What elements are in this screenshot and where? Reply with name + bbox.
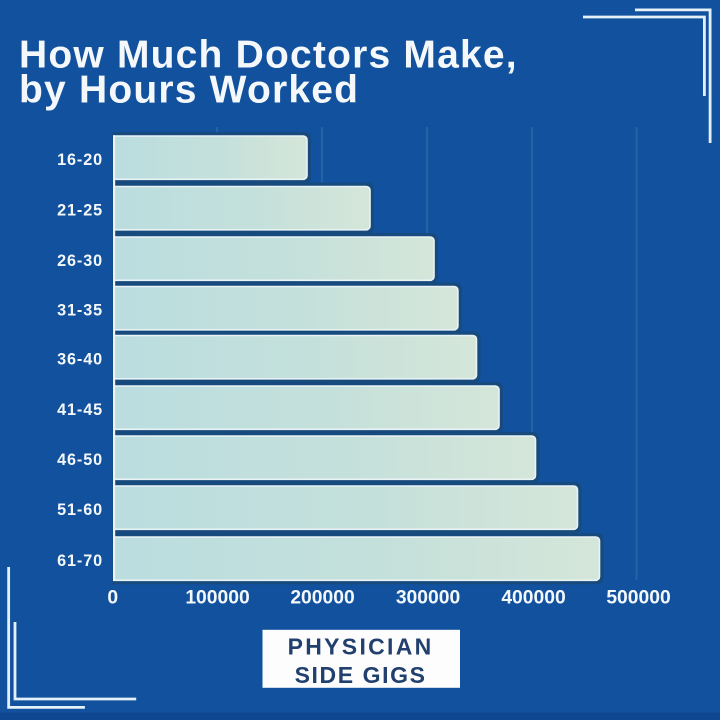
svg-text:SIDE GIGS: SIDE GIGS <box>295 662 427 688</box>
svg-text:500000: 500000 <box>606 588 670 609</box>
svg-text:by Hours Worked: by Hours Worked <box>19 69 359 112</box>
svg-text:36-40: 36-40 <box>57 351 103 369</box>
svg-text:46-50: 46-50 <box>57 451 103 469</box>
svg-text:41-45: 41-45 <box>57 401 103 419</box>
svg-text:31-35: 31-35 <box>57 302 103 320</box>
svg-text:51-60: 51-60 <box>57 501 103 519</box>
svg-text:61-70: 61-70 <box>57 552 103 570</box>
svg-text:0: 0 <box>107 588 118 609</box>
svg-text:16-20: 16-20 <box>57 151 103 169</box>
svg-text:26-30: 26-30 <box>57 252 103 270</box>
svg-text:200000: 200000 <box>290 588 354 609</box>
svg-text:300000: 300000 <box>396 588 460 609</box>
svg-text:100000: 100000 <box>185 588 249 609</box>
svg-text:400000: 400000 <box>501 588 565 609</box>
svg-text:How Much Doctors Make,: How Much Doctors Make, <box>19 33 518 76</box>
svg-text:PHYSICIAN: PHYSICIAN <box>288 634 434 660</box>
svg-text:21-25: 21-25 <box>57 202 103 220</box>
